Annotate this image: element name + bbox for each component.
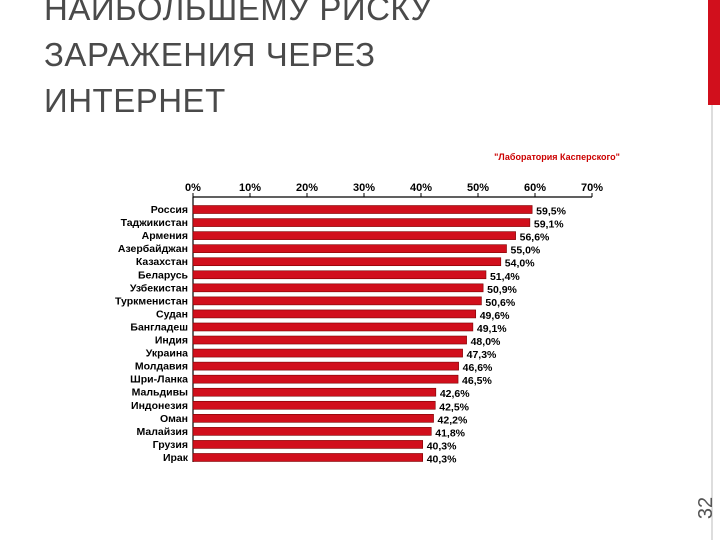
bar xyxy=(192,205,533,214)
value-label: 40,3% xyxy=(427,453,457,465)
x-tick-label: 10% xyxy=(239,182,261,194)
value-label: 46,5% xyxy=(462,375,492,387)
title-line: НАИБОЛЬШЕМУ РИСКУ xyxy=(44,0,432,27)
category-label: Украина xyxy=(146,348,188,360)
value-label: 59,1% xyxy=(534,219,564,231)
category-label: Судан xyxy=(156,308,188,320)
value-label: 49,6% xyxy=(480,310,510,322)
x-tick-label: 70% xyxy=(581,182,603,194)
category-label: Таджикистан xyxy=(121,217,188,229)
title-line: ИНТЕРНЕТ xyxy=(44,82,226,119)
x-tick-label: 40% xyxy=(410,182,432,194)
category-label: Молдавия xyxy=(135,361,188,373)
category-label: Индия xyxy=(155,335,188,347)
value-label: 50,9% xyxy=(487,284,517,296)
category-label: Беларусь xyxy=(138,269,189,281)
category-label: Бангладеш xyxy=(130,321,188,333)
value-label: 42,2% xyxy=(438,414,468,426)
category-label: Казахстан xyxy=(136,256,188,268)
category-label: Армения xyxy=(142,230,188,242)
value-label: 50,6% xyxy=(485,297,515,309)
value-label: 42,6% xyxy=(440,388,470,400)
value-label: 42,5% xyxy=(439,401,469,413)
category-label: Шри-Ланка xyxy=(130,374,188,386)
bar xyxy=(192,453,424,462)
bar xyxy=(192,257,502,267)
category-label: Азербайджан xyxy=(118,243,188,255)
bar xyxy=(192,231,516,240)
value-label: 40,3% xyxy=(427,440,457,452)
value-label: 59,5% xyxy=(536,206,566,218)
value-label: 48,0% xyxy=(471,336,501,348)
value-label: 41,8% xyxy=(435,427,465,439)
value-label: 49,1% xyxy=(477,323,507,335)
category-label: Узбекистан xyxy=(130,282,188,294)
bar xyxy=(192,309,477,319)
value-label: 47,3% xyxy=(467,349,497,361)
bar xyxy=(192,361,459,371)
category-label: Индонезия xyxy=(131,400,188,412)
bar xyxy=(192,270,487,280)
category-label: Ирак xyxy=(163,452,189,464)
slide-number: 32 xyxy=(695,497,717,519)
bar xyxy=(192,440,424,449)
x-tick-label: 60% xyxy=(524,182,546,194)
bar xyxy=(192,387,437,397)
x-tick-label: 20% xyxy=(296,182,318,194)
value-label: 55,0% xyxy=(511,245,541,257)
bar xyxy=(192,218,531,227)
category-label: Малайзия xyxy=(137,426,188,438)
bar xyxy=(192,296,482,306)
value-label: 54,0% xyxy=(505,258,535,270)
bar xyxy=(192,335,467,345)
bar xyxy=(192,414,434,423)
category-label: Россия xyxy=(151,204,188,216)
value-label: 46,6% xyxy=(463,362,493,374)
x-tick-label: 50% xyxy=(467,182,489,194)
title-line: ЗАРАЖЕНИЯ ЧЕРЕЗ xyxy=(44,36,376,73)
bar xyxy=(192,400,436,410)
accent-bar xyxy=(708,0,720,105)
bar xyxy=(192,374,459,384)
bar xyxy=(192,348,463,358)
source: "Лаборатория Касперского" xyxy=(494,152,620,162)
category-label: Грузия xyxy=(153,439,188,451)
category-label: Мальдивы xyxy=(132,387,188,399)
value-label: 56,6% xyxy=(520,232,550,244)
category-label: Оман xyxy=(160,413,188,425)
bar xyxy=(192,283,484,293)
bar xyxy=(192,244,507,253)
value-label: 51,4% xyxy=(490,271,520,283)
x-tick-label: 0% xyxy=(185,182,201,194)
bar xyxy=(192,427,432,436)
category-label: Туркменистан xyxy=(115,295,188,307)
x-tick-label: 30% xyxy=(353,182,375,194)
bar xyxy=(192,322,474,332)
